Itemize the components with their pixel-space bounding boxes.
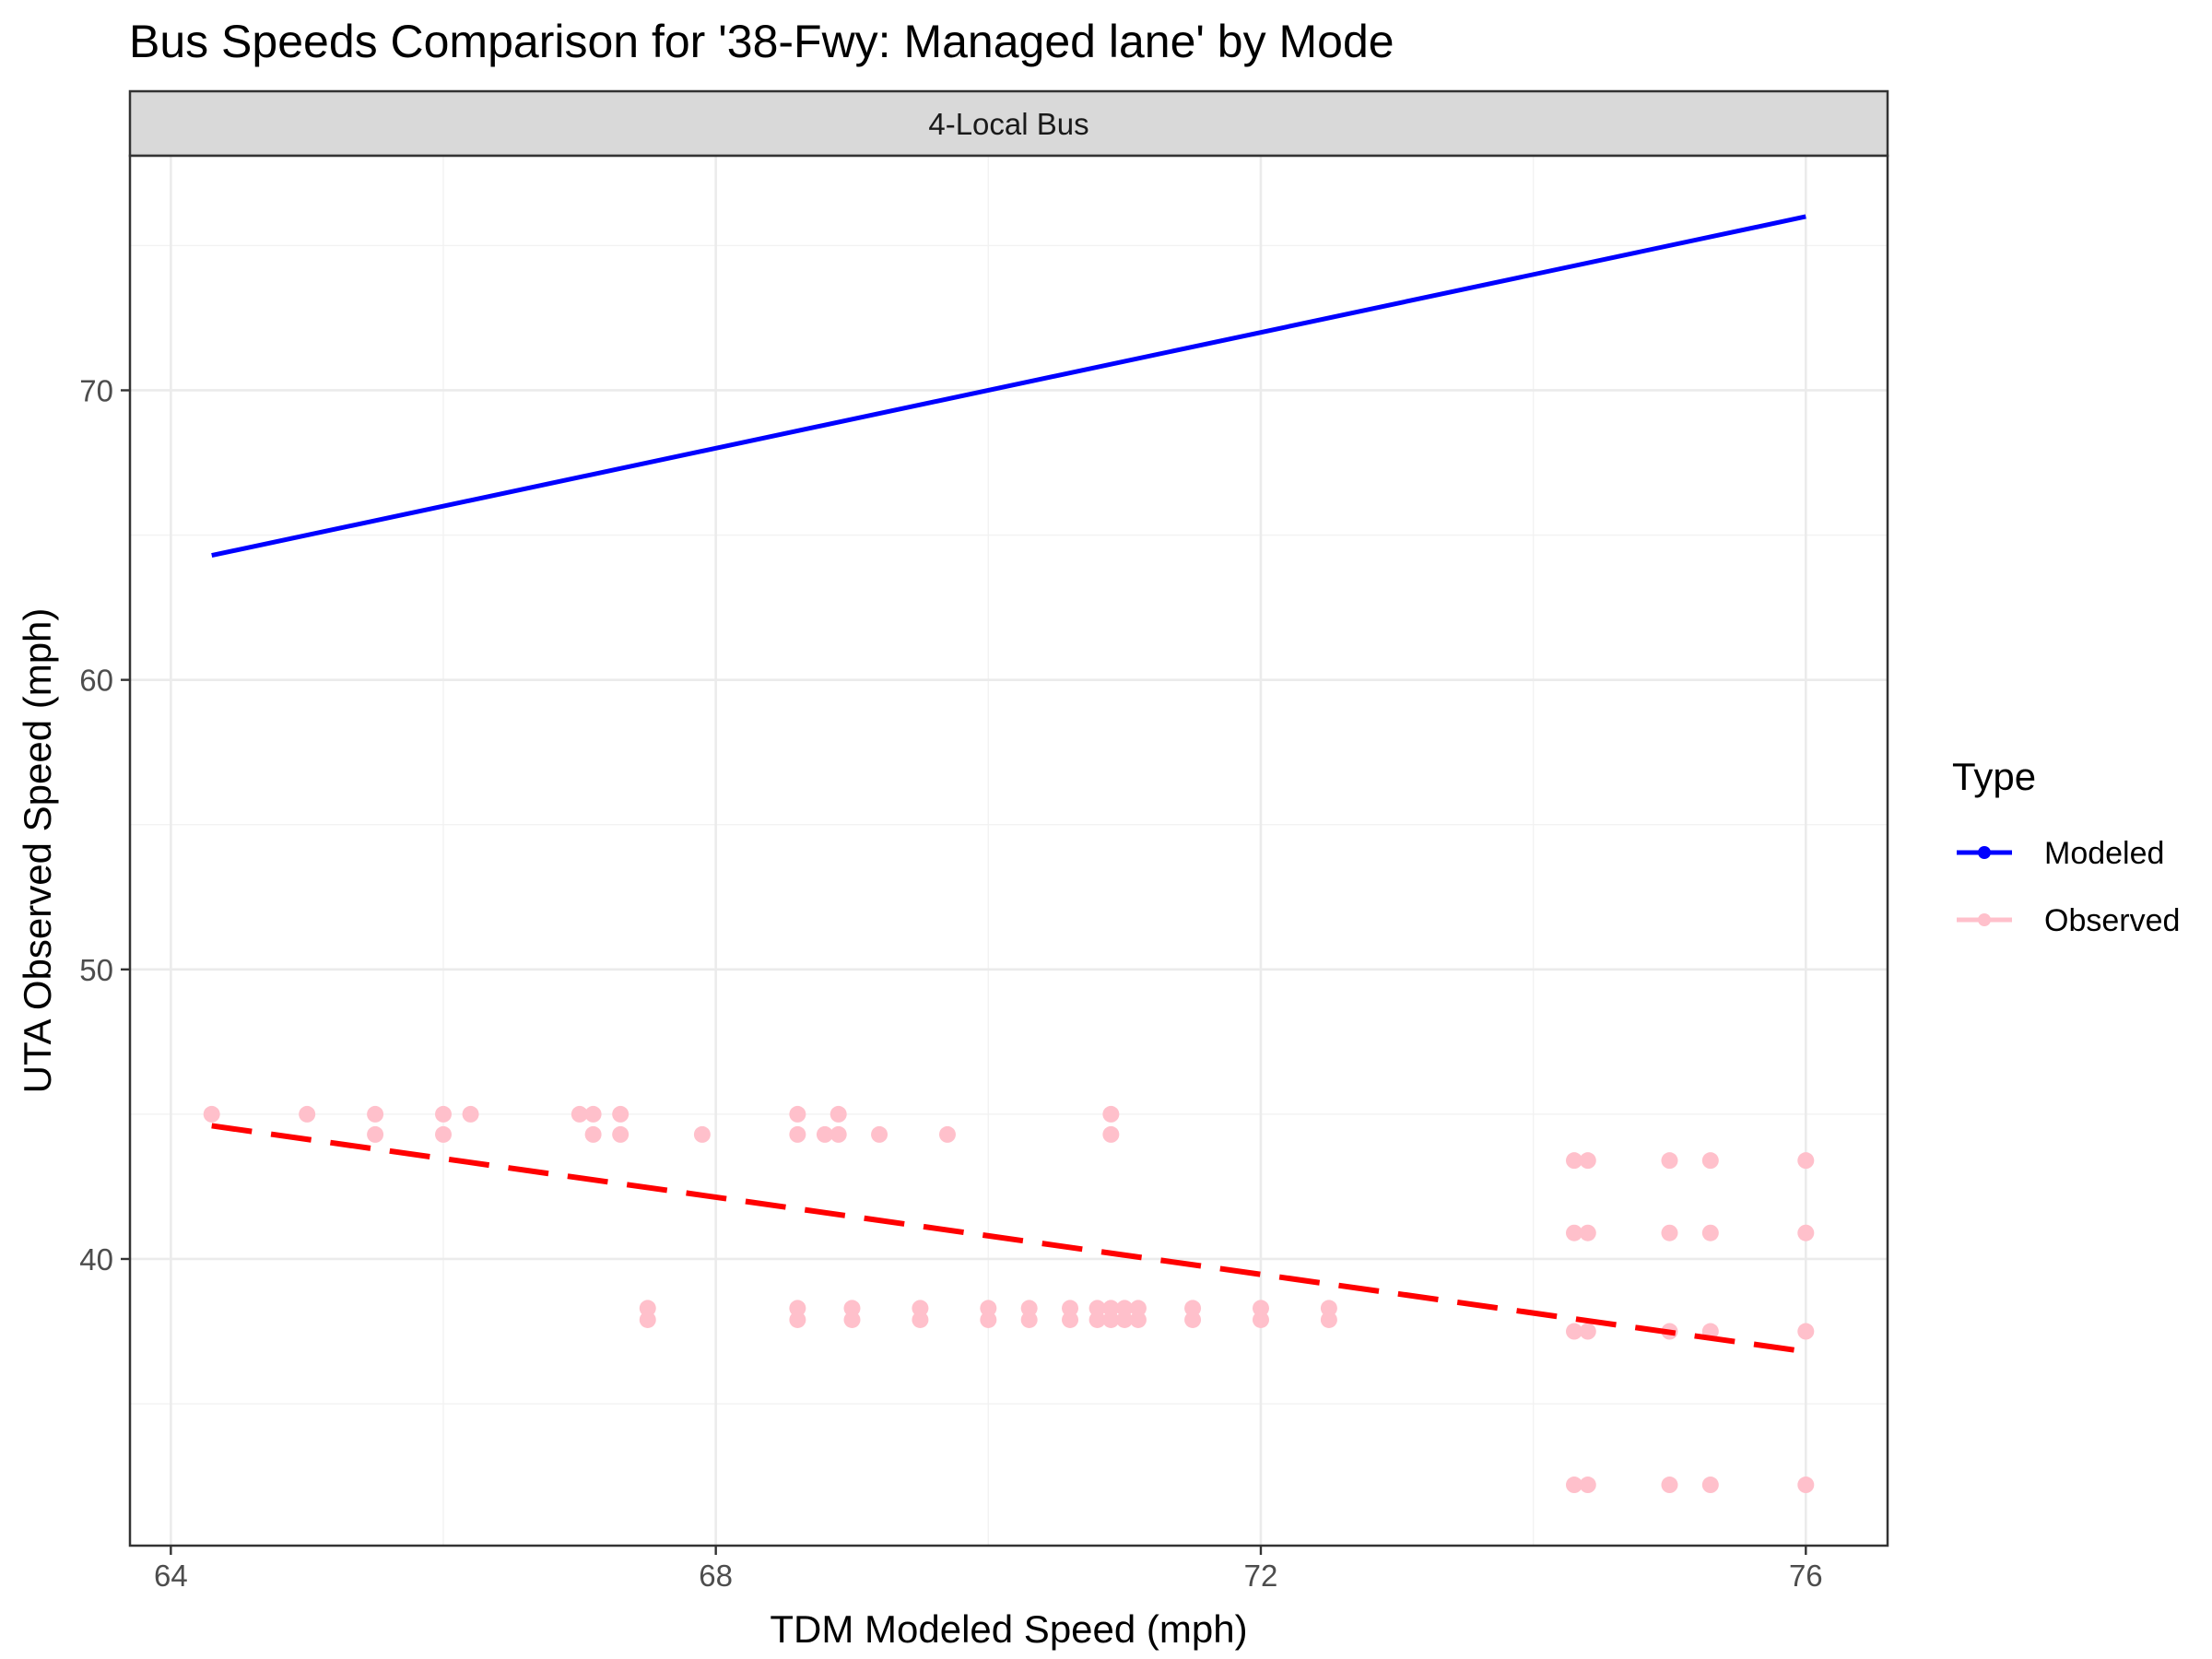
observed-point [1565,1152,1583,1170]
observed-point [912,1311,929,1328]
observed-point [203,1105,220,1123]
observed-point [789,1300,806,1317]
legend-key-point [1978,846,1991,859]
observed-point [1701,1152,1719,1170]
observed-point [462,1105,479,1123]
observed-point [1184,1311,1202,1328]
y-tick-label: 40 [79,1242,113,1277]
observed-point [1320,1300,1337,1317]
observed-point [639,1300,656,1317]
observed-point [789,1311,806,1328]
observed-point [693,1125,711,1143]
y-tick-label: 60 [79,664,113,698]
observed-point [367,1105,384,1123]
observed-point [1797,1152,1815,1170]
observed-point [1252,1311,1269,1328]
observed-point [816,1125,833,1143]
observed-point [1701,1477,1719,1494]
x-tick-label: 76 [1789,1559,1823,1593]
observed-point [435,1125,453,1143]
observed-point [1579,1477,1596,1494]
observed-point [1797,1323,1815,1340]
observed-point [612,1105,629,1123]
modeled-line [211,214,1806,558]
observed-trend-line [211,1123,1806,1355]
legend-key-point [1978,913,1991,926]
observed-point [584,1125,602,1143]
y-tick-label: 70 [79,373,113,407]
observed-point [1102,1105,1120,1123]
observed-point [639,1311,656,1328]
observed-point [571,1105,588,1123]
observed-point [1579,1323,1596,1340]
observed-point [1184,1300,1202,1317]
observed-point [584,1105,602,1123]
observed-point [1116,1300,1134,1317]
observed-point [1102,1311,1120,1328]
observed-point [938,1125,956,1143]
observed-point [1252,1300,1269,1317]
observed-point [1661,1224,1678,1241]
plot-panel [130,156,1888,1546]
observed-point [1020,1311,1038,1328]
observed-point [980,1311,997,1328]
observed-point [1062,1311,1079,1328]
observed-point [1797,1224,1815,1241]
observed-point [1661,1152,1678,1170]
observed-point [1129,1300,1147,1317]
x-tick-label: 72 [1244,1559,1278,1593]
observed-point [1129,1311,1147,1328]
observed-point [789,1125,806,1143]
facet-strip-label: 4-Local Bus [928,107,1088,141]
x-axis: 64 68 72 76 [154,1546,1823,1593]
y-axis: 40 50 60 70 [79,373,130,1277]
observed-point [1565,1477,1583,1494]
legend: Type Modeled Observed [1952,755,2180,938]
observed-point [843,1300,861,1317]
observed-point [1565,1323,1583,1340]
observed-point [830,1105,847,1123]
observed-point [789,1105,806,1123]
plot-panel-border [128,154,1889,1547]
observed-point [1565,1224,1583,1241]
y-tick-label: 50 [79,953,113,987]
observed-point [1320,1311,1337,1328]
observed-point [1579,1152,1596,1170]
legend-entries: Modeled Observed [1957,836,2180,938]
observed-point [843,1311,861,1328]
legend-label: Modeled [2044,836,2164,871]
observed-points [203,1105,1815,1494]
observed-point [871,1125,888,1143]
x-tick-label: 68 [699,1559,733,1593]
chart-title: Bus Speeds Comparison for '38-Fwy: Manag… [129,16,1394,67]
observed-point [830,1125,847,1143]
observed-point [435,1105,453,1123]
x-axis-title: TDM Modeled Speed (mph) [770,1607,1247,1651]
x-tick-label: 64 [154,1559,188,1593]
observed-point [1062,1300,1079,1317]
observed-point [612,1125,629,1143]
observed-point [1020,1300,1038,1317]
legend-title: Type [1952,755,2036,798]
facet-strip [128,89,1889,158]
observed-point [1116,1311,1134,1328]
observed-point [912,1300,929,1317]
observed-point [1088,1311,1106,1328]
observed-point [1088,1300,1106,1317]
observed-point [367,1125,384,1143]
observed-point [980,1300,997,1317]
observed-point [1701,1224,1719,1241]
y-axis-title: UTA Observed Speed (mph) [16,608,59,1094]
observed-point [1661,1477,1678,1494]
series-lines [211,214,1806,1355]
observed-point [1579,1224,1596,1241]
observed-point [1102,1125,1120,1143]
observed-point [1797,1477,1815,1494]
observed-point [1102,1300,1120,1317]
legend-label: Observed [2044,903,2180,938]
observed-point [299,1105,316,1123]
